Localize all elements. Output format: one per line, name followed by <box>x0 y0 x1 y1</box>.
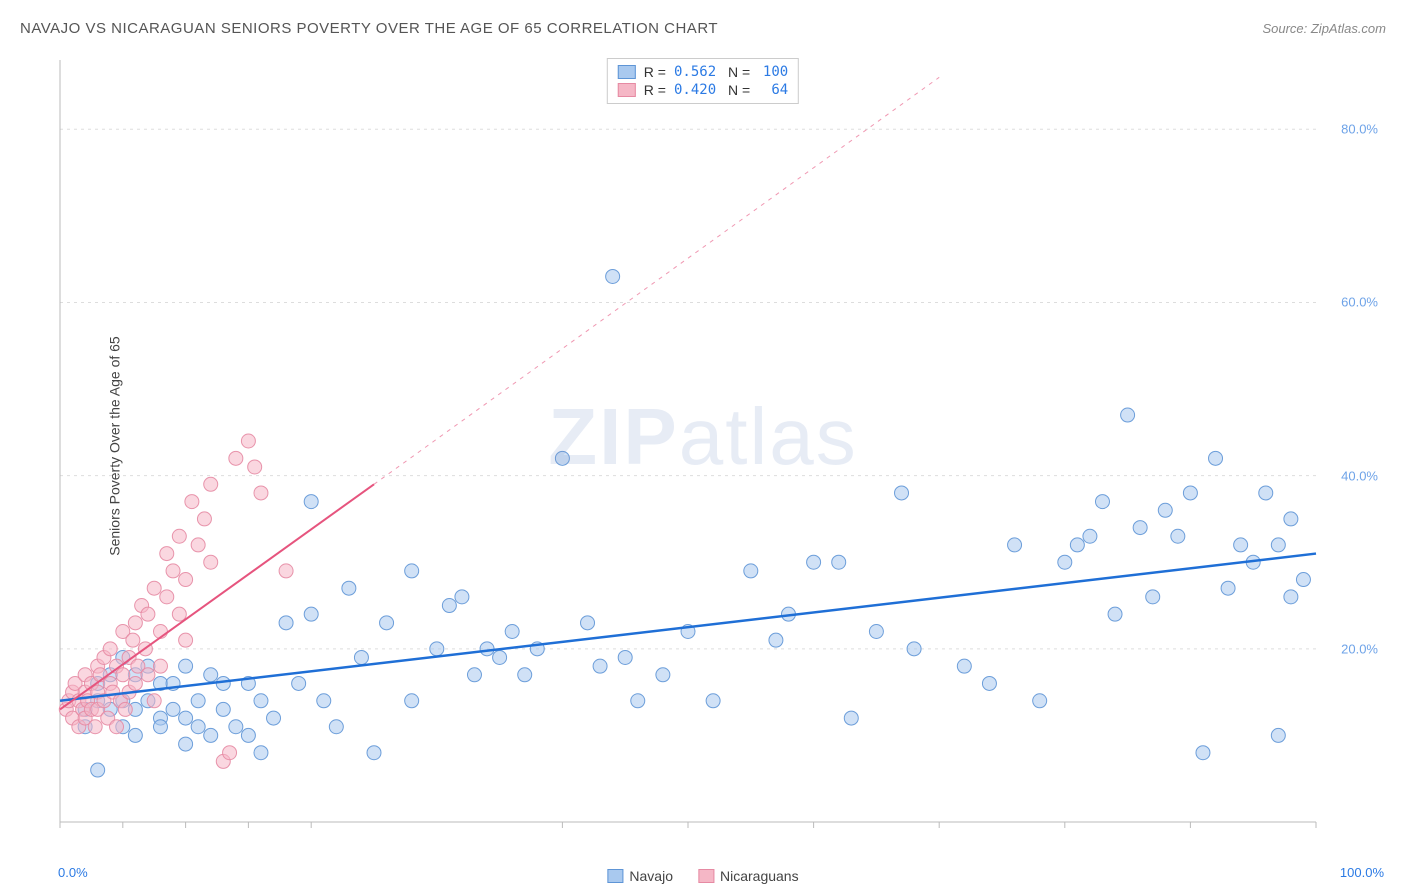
stat-r-value: 0.562 <box>674 64 716 80</box>
legend-swatch <box>698 869 714 883</box>
header: NAVAJO VS NICARAGUAN SENIORS POVERTY OVE… <box>20 20 1386 37</box>
legend-swatch <box>607 869 623 883</box>
stat-n-value: 64 <box>758 82 788 98</box>
legend-swatch <box>618 83 636 97</box>
legend-item: Nicaraguans <box>698 868 799 884</box>
y-tick-label: 60.0% <box>1341 295 1378 310</box>
source-attribution: Source: ZipAtlas.com <box>1262 21 1386 36</box>
chart-title: NAVAJO VS NICARAGUAN SENIORS POVERTY OVE… <box>20 20 718 37</box>
stat-r-value: 0.420 <box>674 82 716 98</box>
scatter-chart <box>50 50 1386 862</box>
y-tick-label: 20.0% <box>1341 641 1378 656</box>
stat-n-label: N = <box>724 82 750 98</box>
stat-r-label: R = <box>644 82 666 98</box>
stats-row: R = 0.562 N = 100 <box>618 63 788 81</box>
stats-legend: R = 0.562 N = 100 R = 0.420 N = 64 <box>607 58 799 104</box>
stat-n-label: N = <box>724 64 750 80</box>
stat-n-value: 100 <box>758 64 788 80</box>
legend-label: Nicaraguans <box>720 868 799 884</box>
y-tick-label: 80.0% <box>1341 122 1378 137</box>
x-axis-min-label: 0.0% <box>58 865 88 880</box>
stats-row: R = 0.420 N = 64 <box>618 81 788 99</box>
legend-swatch <box>618 65 636 79</box>
legend-item: Navajo <box>607 868 673 884</box>
series-legend: Navajo Nicaraguans <box>607 868 798 884</box>
x-axis-max-label: 100.0% <box>1340 865 1384 880</box>
stat-r-label: R = <box>644 64 666 80</box>
chart-area <box>50 50 1386 862</box>
y-tick-label: 40.0% <box>1341 468 1378 483</box>
legend-label: Navajo <box>629 868 673 884</box>
